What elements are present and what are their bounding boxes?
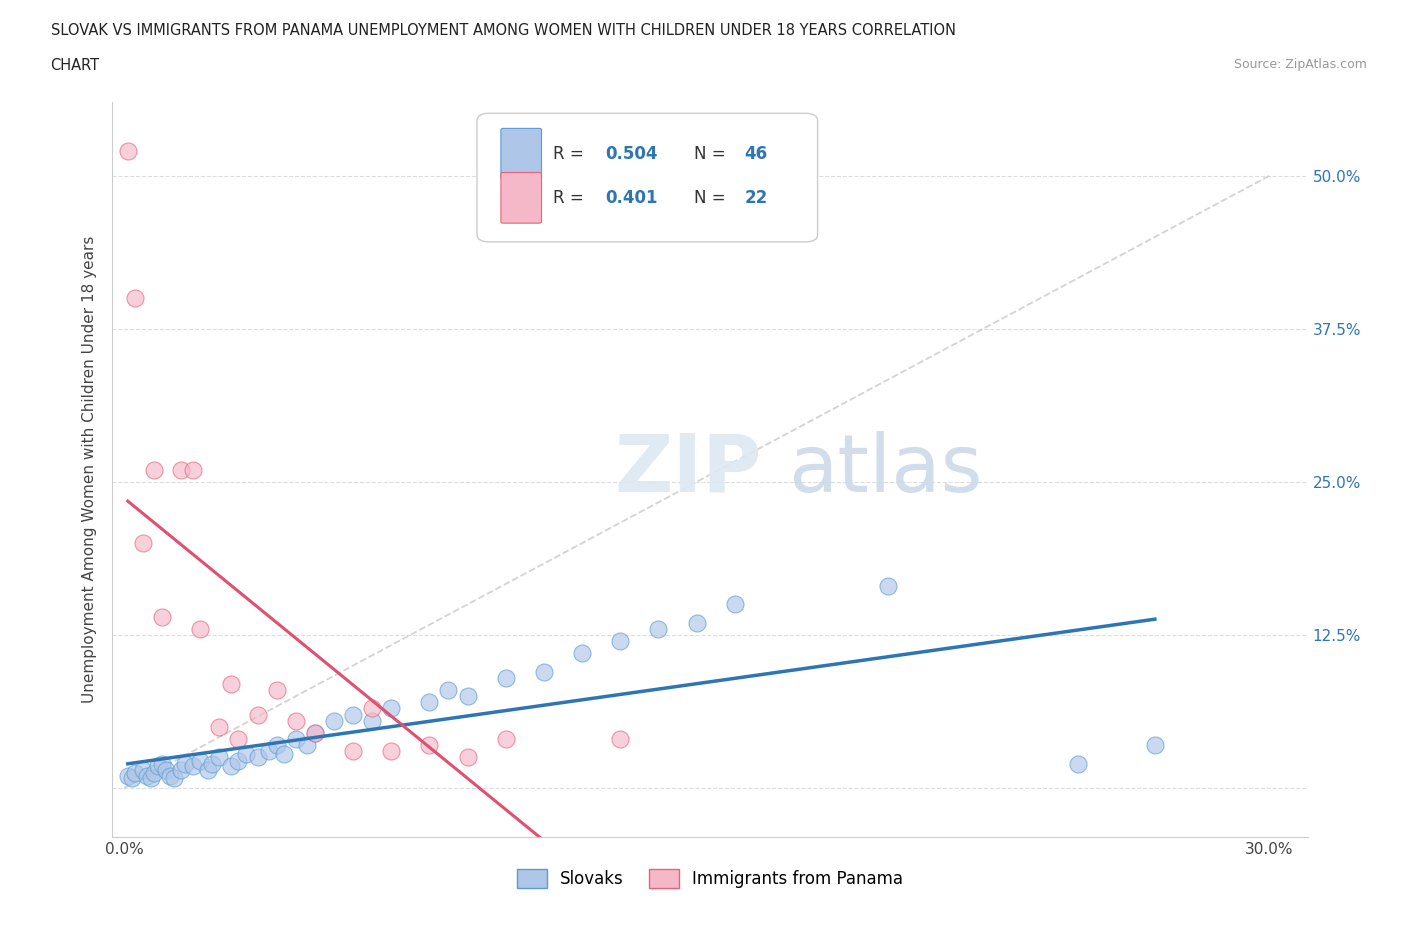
Point <box>188 753 211 768</box>
Point <box>170 763 193 777</box>
Point <box>228 753 250 768</box>
Point <box>380 701 402 716</box>
FancyBboxPatch shape <box>501 172 541 223</box>
Text: 46: 46 <box>745 145 768 163</box>
Point <box>150 756 173 771</box>
Point <box>273 746 295 761</box>
Y-axis label: Unemployment Among Women with Children Under 18 years: Unemployment Among Women with Children U… <box>82 236 97 703</box>
Point <box>257 744 280 759</box>
Point <box>437 683 460 698</box>
Point <box>685 616 707 631</box>
Text: 0.401: 0.401 <box>605 189 658 206</box>
FancyBboxPatch shape <box>477 113 818 242</box>
Point <box>246 750 269 764</box>
Point <box>380 744 402 759</box>
Point <box>361 701 384 716</box>
Point <box>609 732 631 747</box>
Point <box>117 144 139 159</box>
Point <box>162 771 184 786</box>
Point <box>201 756 224 771</box>
Point <box>266 737 288 752</box>
Text: 0.504: 0.504 <box>605 145 658 163</box>
Text: R =: R = <box>554 189 589 206</box>
Point <box>235 746 257 761</box>
Point <box>647 621 669 636</box>
Point <box>295 737 318 752</box>
Point <box>124 291 146 306</box>
Point <box>139 771 162 786</box>
Point <box>143 462 166 477</box>
Point <box>495 671 517 685</box>
Point <box>457 750 479 764</box>
Point <box>361 713 384 728</box>
FancyBboxPatch shape <box>501 128 541 179</box>
Point <box>170 462 193 477</box>
Point <box>1143 737 1166 752</box>
Point <box>609 633 631 648</box>
Point <box>124 766 146 781</box>
Point <box>342 744 364 759</box>
Point <box>323 713 346 728</box>
Point <box>148 759 170 774</box>
Point <box>495 732 517 747</box>
Point <box>876 578 898 593</box>
Legend: Slovaks, Immigrants from Panama: Slovaks, Immigrants from Panama <box>510 862 910 895</box>
Point <box>266 683 288 698</box>
Point <box>219 676 242 691</box>
Point <box>174 756 197 771</box>
Point <box>135 768 157 783</box>
Point <box>219 759 242 774</box>
Point <box>533 664 555 679</box>
Point <box>208 750 231 764</box>
Point <box>342 707 364 722</box>
Point <box>246 707 269 722</box>
Point <box>418 737 440 752</box>
Point <box>121 771 143 786</box>
Text: ZIP: ZIP <box>614 431 762 509</box>
Text: CHART: CHART <box>51 58 100 73</box>
Point <box>143 766 166 781</box>
Text: N =: N = <box>695 145 731 163</box>
Point <box>132 763 155 777</box>
Point <box>304 725 326 740</box>
Point <box>284 732 307 747</box>
Point <box>571 646 593 661</box>
Point <box>155 763 177 777</box>
Point <box>457 689 479 704</box>
Text: atlas: atlas <box>787 431 981 509</box>
Point <box>188 621 211 636</box>
Point <box>284 713 307 728</box>
Point <box>181 759 204 774</box>
Point <box>418 695 440 710</box>
Point <box>1067 756 1090 771</box>
Point <box>724 597 747 612</box>
Point <box>197 763 219 777</box>
Point <box>117 768 139 783</box>
Point <box>181 462 204 477</box>
Text: R =: R = <box>554 145 589 163</box>
Point <box>132 536 155 551</box>
Point <box>304 725 326 740</box>
Point <box>208 720 231 735</box>
Point <box>228 732 250 747</box>
Point <box>150 609 173 624</box>
Text: SLOVAK VS IMMIGRANTS FROM PANAMA UNEMPLOYMENT AMONG WOMEN WITH CHILDREN UNDER 18: SLOVAK VS IMMIGRANTS FROM PANAMA UNEMPLO… <box>51 23 956 38</box>
Point <box>159 768 181 783</box>
Text: Source: ZipAtlas.com: Source: ZipAtlas.com <box>1233 58 1367 71</box>
Text: N =: N = <box>695 189 731 206</box>
Text: 22: 22 <box>745 189 768 206</box>
